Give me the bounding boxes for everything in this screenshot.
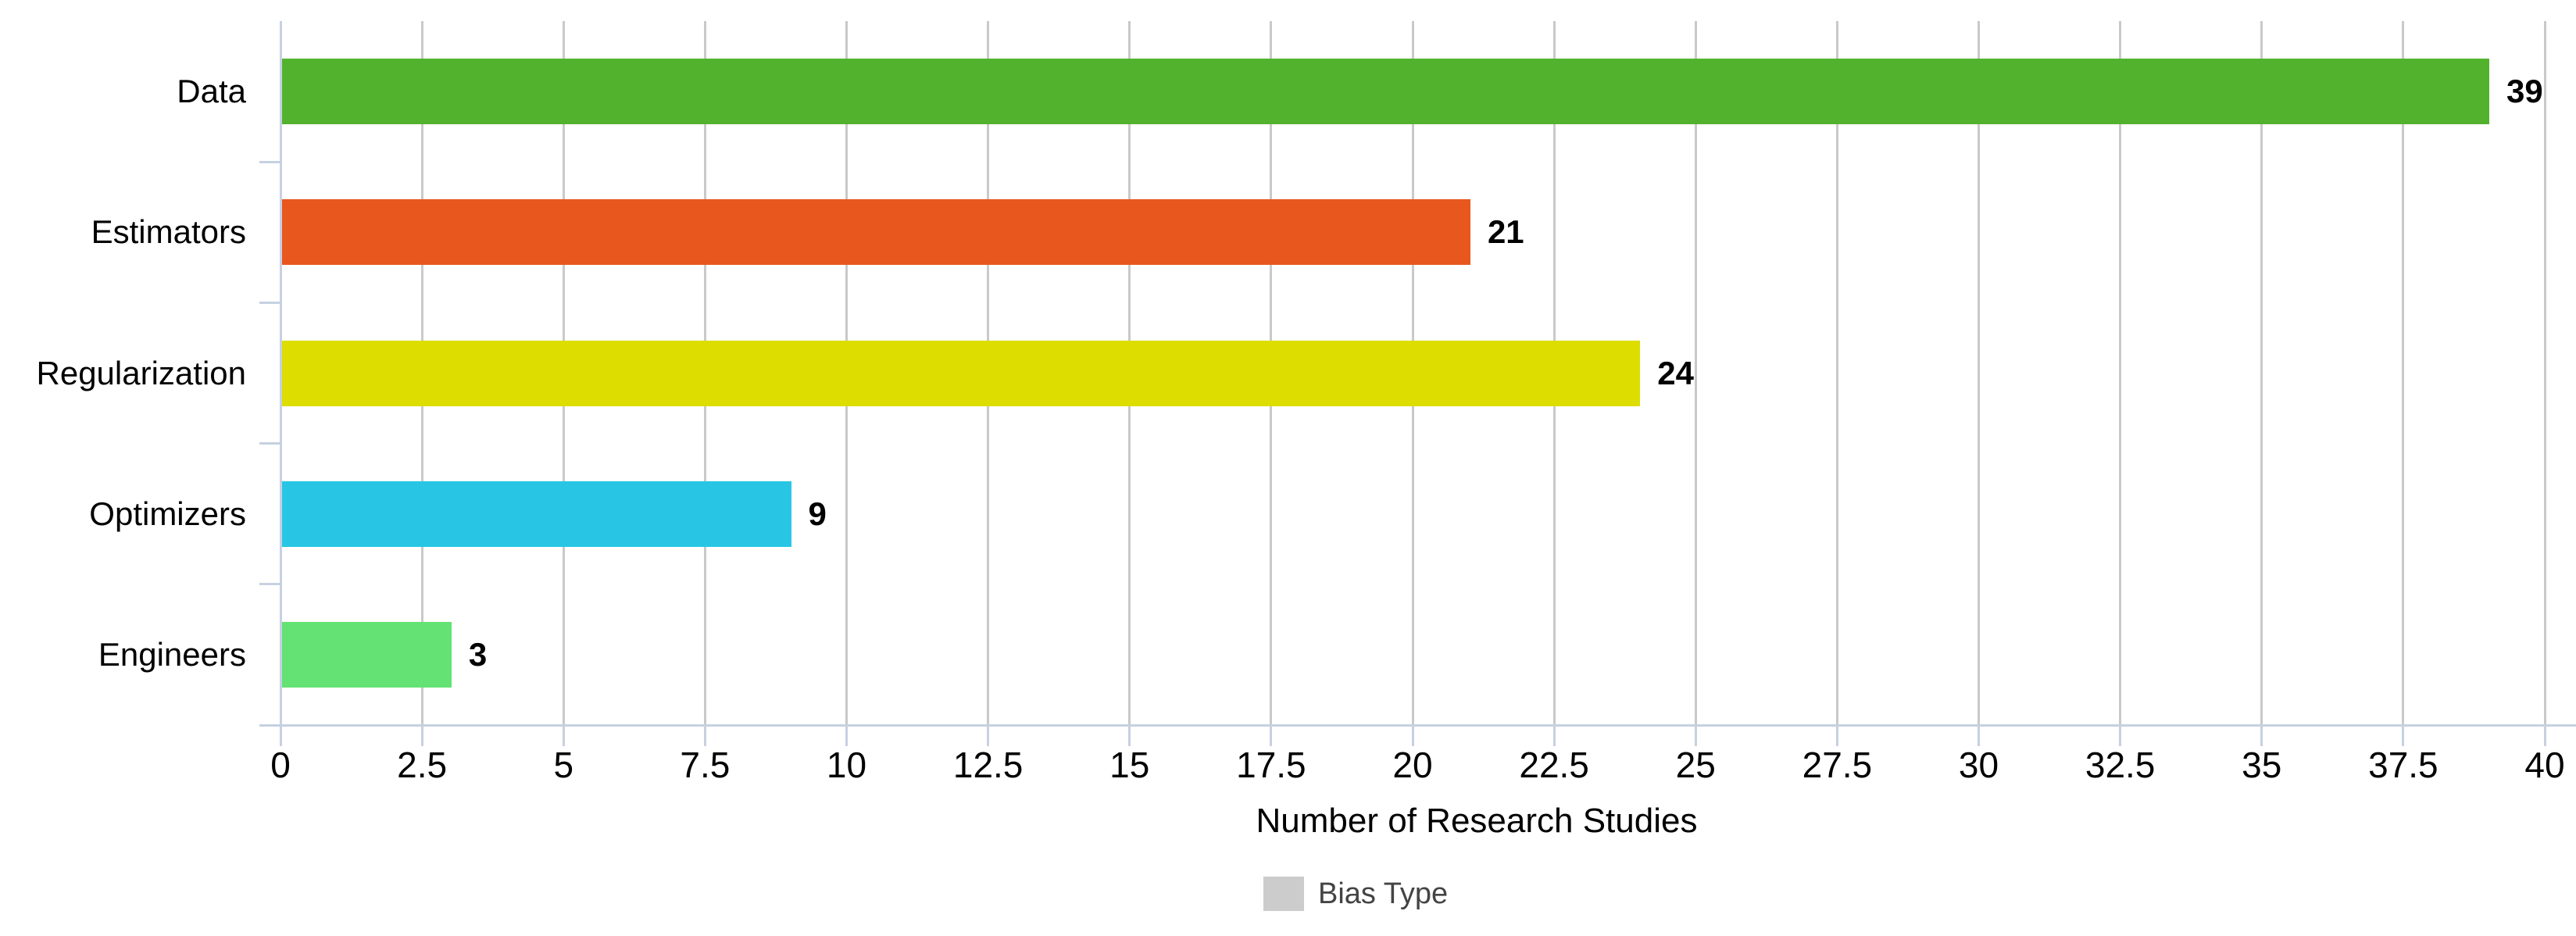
x-tick-label-35: 35: [2242, 745, 2282, 785]
x-tick-label-30: 30: [1958, 745, 1999, 785]
legend-swatch: [1263, 877, 1304, 911]
x-axis-tick-10: [845, 725, 848, 746]
x-tick-label-25: 25: [1675, 745, 1716, 785]
category-label-estimators: Estimators: [91, 213, 246, 251]
x-axis-tick-15: [1128, 725, 1131, 746]
x-axis-tick-35: [2260, 725, 2263, 746]
x-axis-tick-20: [1411, 725, 1414, 746]
y-axis-tick: [259, 160, 280, 163]
bar-value-engineers: 3: [468, 635, 488, 673]
x-tick-label-12.5: 12.5: [952, 745, 1024, 785]
x-tick-label-5: 5: [553, 745, 574, 785]
x-axis-tick-2.5: [420, 725, 423, 746]
bar-optimizers[interactable]: [281, 481, 791, 547]
x-axis-tick-37.5: [2402, 725, 2405, 746]
category-label-engineers: Engineers: [98, 635, 246, 673]
bar-value-regularization: 24: [1657, 354, 1695, 391]
x-axis-tick-40: [2543, 725, 2546, 746]
gridline-x-32.5: [2119, 21, 2122, 725]
category-label-regularization: Regularization: [36, 354, 247, 391]
bar-regularization[interactable]: [281, 340, 1641, 406]
y-axis-line: [279, 21, 282, 746]
x-tick-label-22.5: 22.5: [1519, 745, 1589, 785]
x-axis-line: [259, 723, 2576, 727]
x-axis-tick-27.5: [1835, 725, 1838, 746]
x-axis-tick-5: [562, 725, 565, 746]
x-axis-title: Number of Research Studies: [1256, 802, 1698, 840]
bar-data[interactable]: [281, 59, 2490, 125]
x-axis-tick-17.5: [1270, 725, 1273, 746]
gridline-x-27.5: [1835, 21, 1838, 725]
x-tick-label-17.5: 17.5: [1236, 745, 1306, 785]
x-tick-label-27.5: 27.5: [1802, 745, 1873, 785]
x-axis-tick-30: [1978, 725, 1980, 746]
x-tick-label-10: 10: [826, 745, 867, 785]
x-tick-label-15: 15: [1109, 745, 1150, 785]
legend-item-bias-type[interactable]: Bias Type: [1263, 877, 1448, 911]
x-axis-tick-12.5: [987, 725, 990, 746]
category-label-optimizers: Optimizers: [89, 495, 246, 532]
gridline-x-25: [1694, 21, 1697, 725]
x-tick-label-20: 20: [1392, 745, 1433, 785]
bar-value-data: 39: [2506, 73, 2543, 110]
x-axis-tick-22.5: [1552, 725, 1556, 746]
y-axis-tick: [259, 442, 280, 445]
y-axis-tick: [259, 583, 280, 586]
x-tick-label-2.5: 2.5: [397, 745, 448, 785]
bar-engineers[interactable]: [281, 621, 452, 688]
gridline-x-40: [2543, 21, 2546, 725]
x-tick-label-32.5: 32.5: [2085, 745, 2156, 785]
x-axis-tick-32.5: [2119, 725, 2122, 746]
x-axis-tick-25: [1694, 725, 1697, 746]
bar-estimators[interactable]: [281, 199, 1470, 266]
gridline-x-37.5: [2402, 21, 2405, 725]
x-tick-label-40: 40: [2524, 745, 2565, 785]
x-tick-label-37.5: 37.5: [2368, 745, 2438, 785]
gridline-x-35: [2260, 21, 2263, 725]
bar-value-estimators: 21: [1487, 213, 1524, 251]
category-label-data: Data: [177, 73, 246, 110]
bar-value-optimizers: 9: [808, 495, 827, 532]
x-tick-label-0: 0: [270, 745, 291, 785]
x-tick-label-7.5: 7.5: [680, 745, 731, 785]
legend-label: Bias Type: [1318, 877, 1449, 910]
y-axis-tick: [259, 301, 280, 304]
gridline-x-30: [1978, 21, 1980, 725]
x-axis-tick-7.5: [703, 725, 706, 746]
